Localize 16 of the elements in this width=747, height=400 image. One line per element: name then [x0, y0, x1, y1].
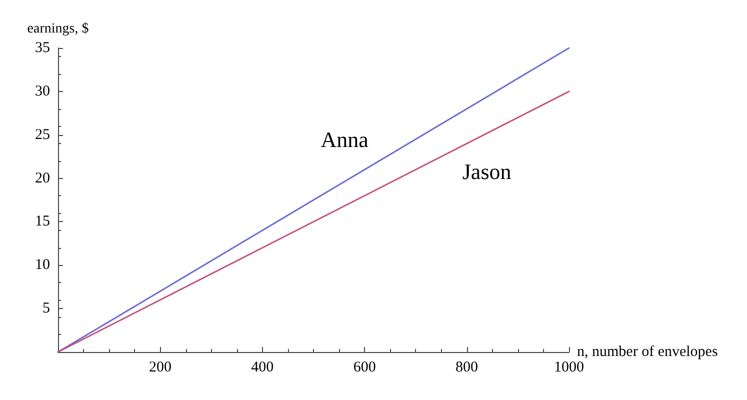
y-tick-label: 30 — [35, 83, 50, 100]
y-tick-label: 10 — [35, 257, 50, 274]
x-tick-label: 1000 — [554, 360, 584, 376]
x-axis-title: n, number of envelopes — [577, 344, 718, 360]
series-label: Anna — [320, 127, 369, 152]
y-tick-label: 25 — [35, 126, 50, 143]
x-tick-label: 200 — [148, 360, 172, 376]
x-tick-label: 600 — [353, 360, 376, 376]
y-tick-label: 15 — [35, 214, 50, 230]
y-axis-title: earnings, $ — [27, 22, 89, 36]
y-tick-label: 35 — [35, 40, 50, 56]
y-tick-label: 5 — [42, 300, 50, 317]
x-tick-label: 400 — [251, 360, 274, 376]
series-label: Jason — [462, 159, 512, 184]
y-tick-label: 20 — [35, 170, 50, 186]
x-tick-label: 800 — [456, 360, 478, 376]
